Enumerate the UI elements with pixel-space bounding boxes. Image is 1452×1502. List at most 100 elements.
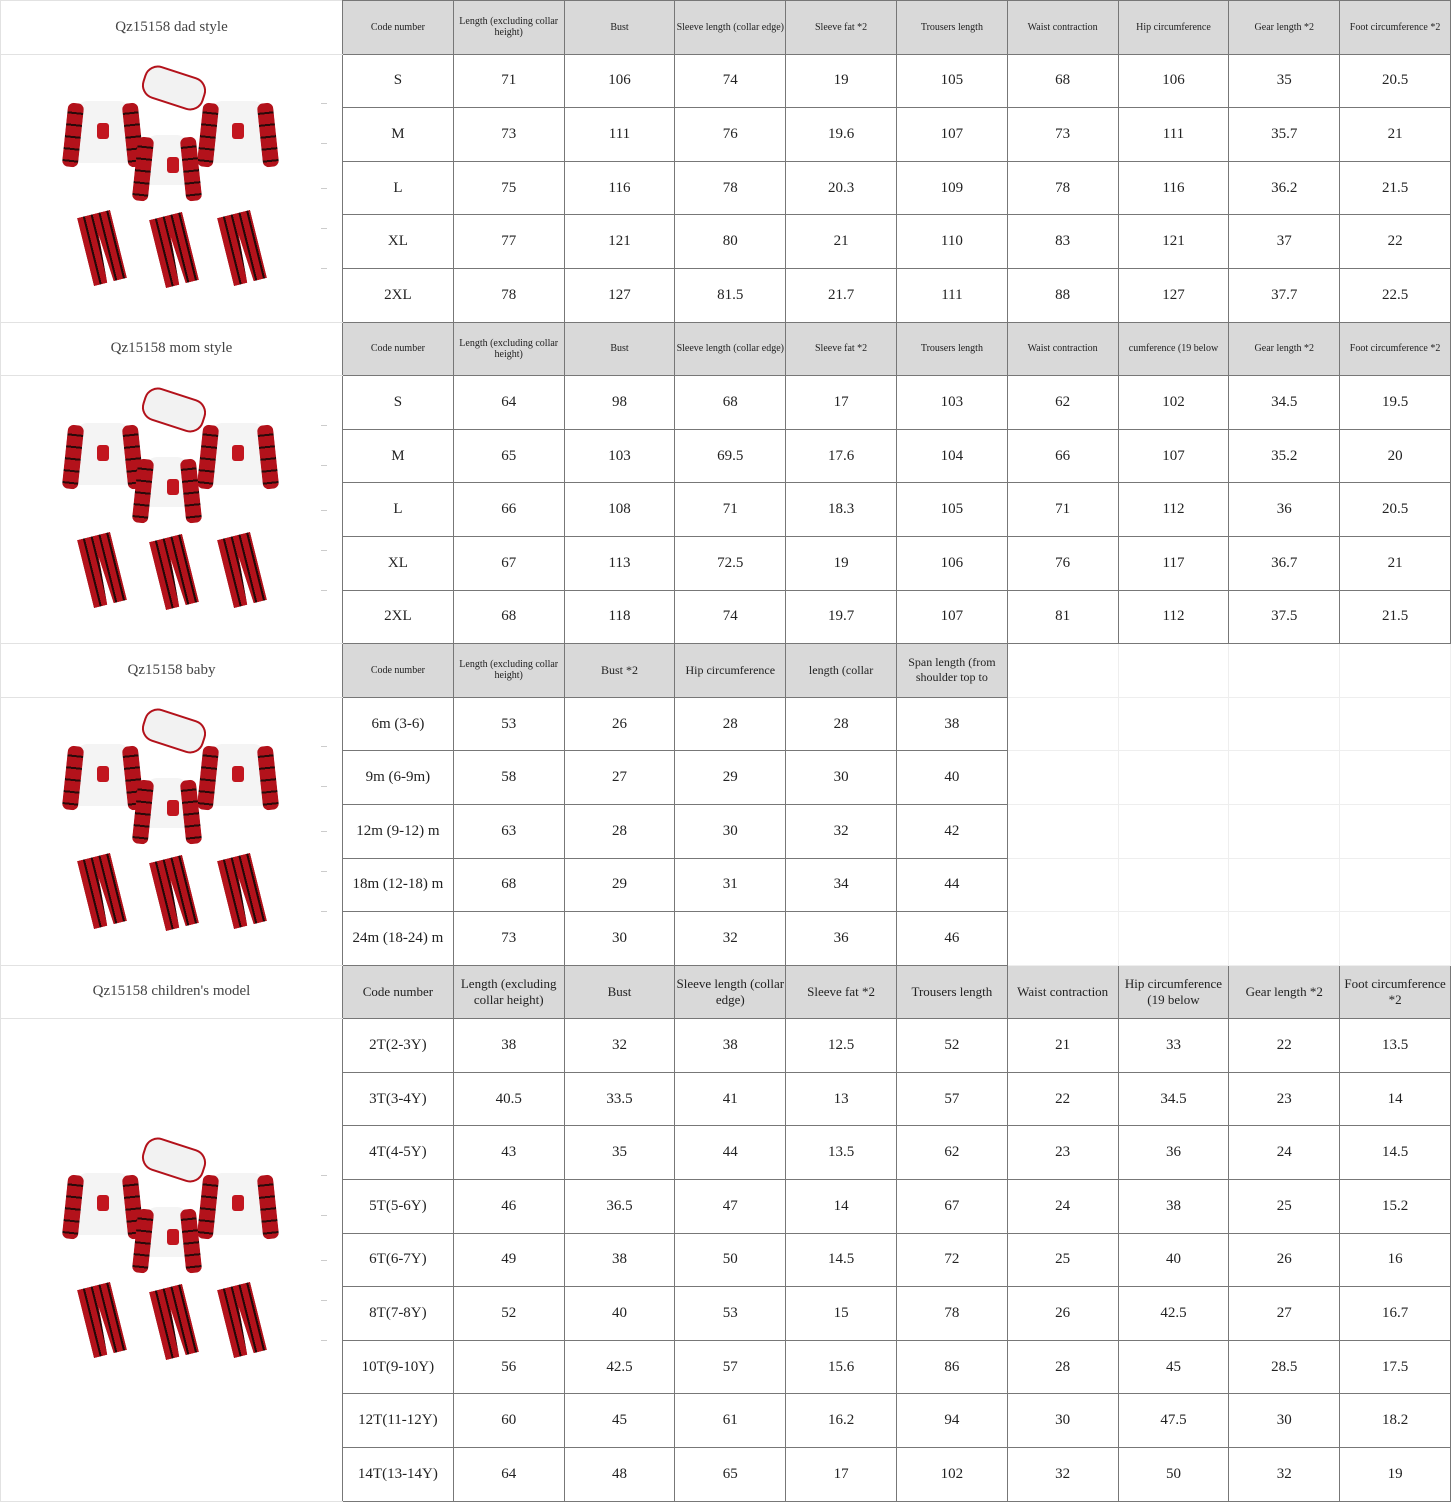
- table-row: 12T(11-12Y) 60 45 61 16.2 94 30 47.5 30 18.2: [1, 1393, 1451, 1449]
- table-row: L 66 108 71 18.3 105 71 112 36 20.5: [1, 482, 1451, 537]
- measurement-cell: 26: [1228, 1232, 1341, 1288]
- measurement-cell: 67: [452, 535, 565, 591]
- measurement-cell: 46: [452, 1179, 565, 1234]
- table-row: 3T(3-4Y) 40.5 33.5 41 13 57 22 34.5 23 14: [1, 1071, 1451, 1127]
- plaid-raglan-shirt-icon: [196, 744, 279, 811]
- table-row: 4T(4-5Y) 43 35 44 13.5 62 23 36 24 14.5: [1, 1125, 1451, 1181]
- column-header: Bust: [563, 321, 676, 377]
- empty-cell: [1117, 750, 1230, 805]
- measurement-cell: 25: [1228, 1179, 1341, 1234]
- plaid-raglan-shirt-icon: [61, 101, 144, 168]
- measurement-cell: 28: [674, 696, 787, 752]
- measurement-cell: 69.5: [674, 428, 787, 484]
- plaid-raglan-shirt-icon: [196, 422, 279, 490]
- measurement-cell: 17: [785, 375, 897, 430]
- size-code-cell: XL: [342, 214, 454, 269]
- measurement-cell: 29: [563, 857, 676, 913]
- family-christmas-pajamas-image: [57, 1133, 327, 1385]
- product-image-cell: [0, 1018, 343, 1502]
- size-code-cell: L: [342, 160, 454, 216]
- measurement-cell: 38: [895, 696, 1008, 752]
- measurement-cell: 72.5: [674, 535, 787, 591]
- measurement-cell: 81: [1006, 589, 1119, 645]
- measurement-cell: 68: [674, 375, 787, 430]
- measurement-cell: 52: [895, 1018, 1008, 1073]
- measurement-cell: 36: [1117, 1125, 1230, 1181]
- measurement-cell: 18.2: [1339, 1393, 1451, 1449]
- empty-cell: [1339, 696, 1451, 752]
- measurement-cell: 16: [1339, 1232, 1451, 1288]
- plaid-raglan-shirt-icon: [131, 456, 202, 524]
- measurement-cell: 65: [674, 1447, 787, 1502]
- column-header: Hip circumference: [1117, 0, 1230, 55]
- plaid-raglan-shirt-icon: [131, 1206, 202, 1274]
- measurement-cell: 35: [1228, 53, 1341, 109]
- measurement-cell: 43: [452, 1125, 565, 1181]
- measurement-cell: 88: [1006, 267, 1119, 323]
- measurement-cell: 30: [563, 911, 676, 966]
- column-header: Trousers length: [895, 964, 1008, 1020]
- measurement-cell: 33.5: [563, 1071, 676, 1127]
- measurement-cell: 17: [785, 1447, 897, 1502]
- column-header: Sleeve fat *2: [785, 964, 897, 1020]
- measurement-cell: 49: [452, 1232, 565, 1288]
- column-header: Waist contraction: [1006, 321, 1119, 377]
- product-image-cell: [0, 696, 343, 966]
- section-title: Qz15158 baby: [0, 643, 343, 698]
- empty-cell: [1006, 696, 1119, 752]
- family-christmas-pajamas-image: [57, 705, 327, 956]
- measurement-cell: 22.5: [1339, 267, 1451, 323]
- measurement-cell: 42: [895, 803, 1008, 859]
- measurement-cell: 53: [452, 696, 565, 752]
- section-header-row: Qz15158 children's model Code number Lengt…: [0, 964, 1451, 1020]
- column-header: cumference (19 below: [1117, 321, 1230, 377]
- measurement-cell: 62: [1006, 375, 1119, 430]
- measurement-cell: 78: [674, 160, 787, 216]
- measurement-cell: 21.7: [785, 267, 897, 323]
- measurement-cell: 116: [1117, 160, 1230, 216]
- measurement-cell: 73: [1006, 107, 1119, 162]
- measurement-cell: 77: [452, 214, 565, 269]
- plaid-pants-icon: [217, 210, 267, 286]
- measurement-cell: 32: [785, 803, 897, 859]
- measurement-cell: 108: [563, 482, 676, 537]
- plaid-pants-icon: [77, 853, 127, 929]
- measurement-cell: 107: [1117, 428, 1230, 484]
- size-code-cell: 9m (6-9m): [342, 750, 454, 805]
- measurement-cell: 26: [1006, 1286, 1119, 1341]
- size-code-cell: 2XL: [342, 267, 454, 323]
- table-row: 24m (18-24) m 73 30 32 36 46: [1, 911, 1451, 966]
- measurement-cell: 40: [1117, 1232, 1230, 1288]
- table-row: 6m (3-6) 53 26 28 28 38: [0, 696, 1451, 966]
- measurement-cell: 74: [674, 589, 787, 645]
- measurement-cell: 44: [674, 1125, 787, 1181]
- measurement-cell: 72: [895, 1232, 1008, 1288]
- size-code-cell: L: [342, 482, 454, 537]
- measurement-cell: 20.5: [1339, 482, 1451, 537]
- measurement-cell: 47: [674, 1179, 787, 1234]
- measurement-cell: 17.5: [1339, 1339, 1451, 1395]
- table-row: 8T(7-8Y) 52 40 53 15 78 26 42.5 27 16.7: [1, 1286, 1451, 1341]
- plaid-pants-icon: [217, 532, 267, 608]
- measurement-cell: 74: [674, 53, 787, 109]
- column-header: Foot circumference *2: [1339, 321, 1451, 377]
- measurement-cell: 15: [785, 1286, 897, 1341]
- measurement-cell: 78: [895, 1286, 1008, 1341]
- empty-cell: [1228, 857, 1341, 913]
- empty-cell: [1117, 696, 1230, 752]
- measurement-cell: 32: [1228, 1447, 1341, 1502]
- column-header: Length (excluding collar height): [452, 643, 565, 698]
- plaid-pants-icon: [77, 1282, 127, 1358]
- measurement-cell: 32: [1006, 1447, 1119, 1502]
- measurement-cell: 75: [452, 160, 565, 216]
- plaid-pants-icon: [149, 1284, 199, 1360]
- measurement-cell: 28.5: [1228, 1339, 1341, 1395]
- size-code-cell: S: [342, 53, 454, 109]
- size-code-cell: 12m (9-12) m: [342, 803, 454, 859]
- measurement-cell: 35.2: [1228, 428, 1341, 484]
- measurement-cell: 104: [895, 428, 1008, 484]
- measurement-cell: 44: [895, 857, 1008, 913]
- measurement-cell: 33: [1117, 1018, 1230, 1073]
- empty-cell: [1117, 643, 1230, 698]
- size-code-cell: 8T(7-8Y): [342, 1286, 454, 1341]
